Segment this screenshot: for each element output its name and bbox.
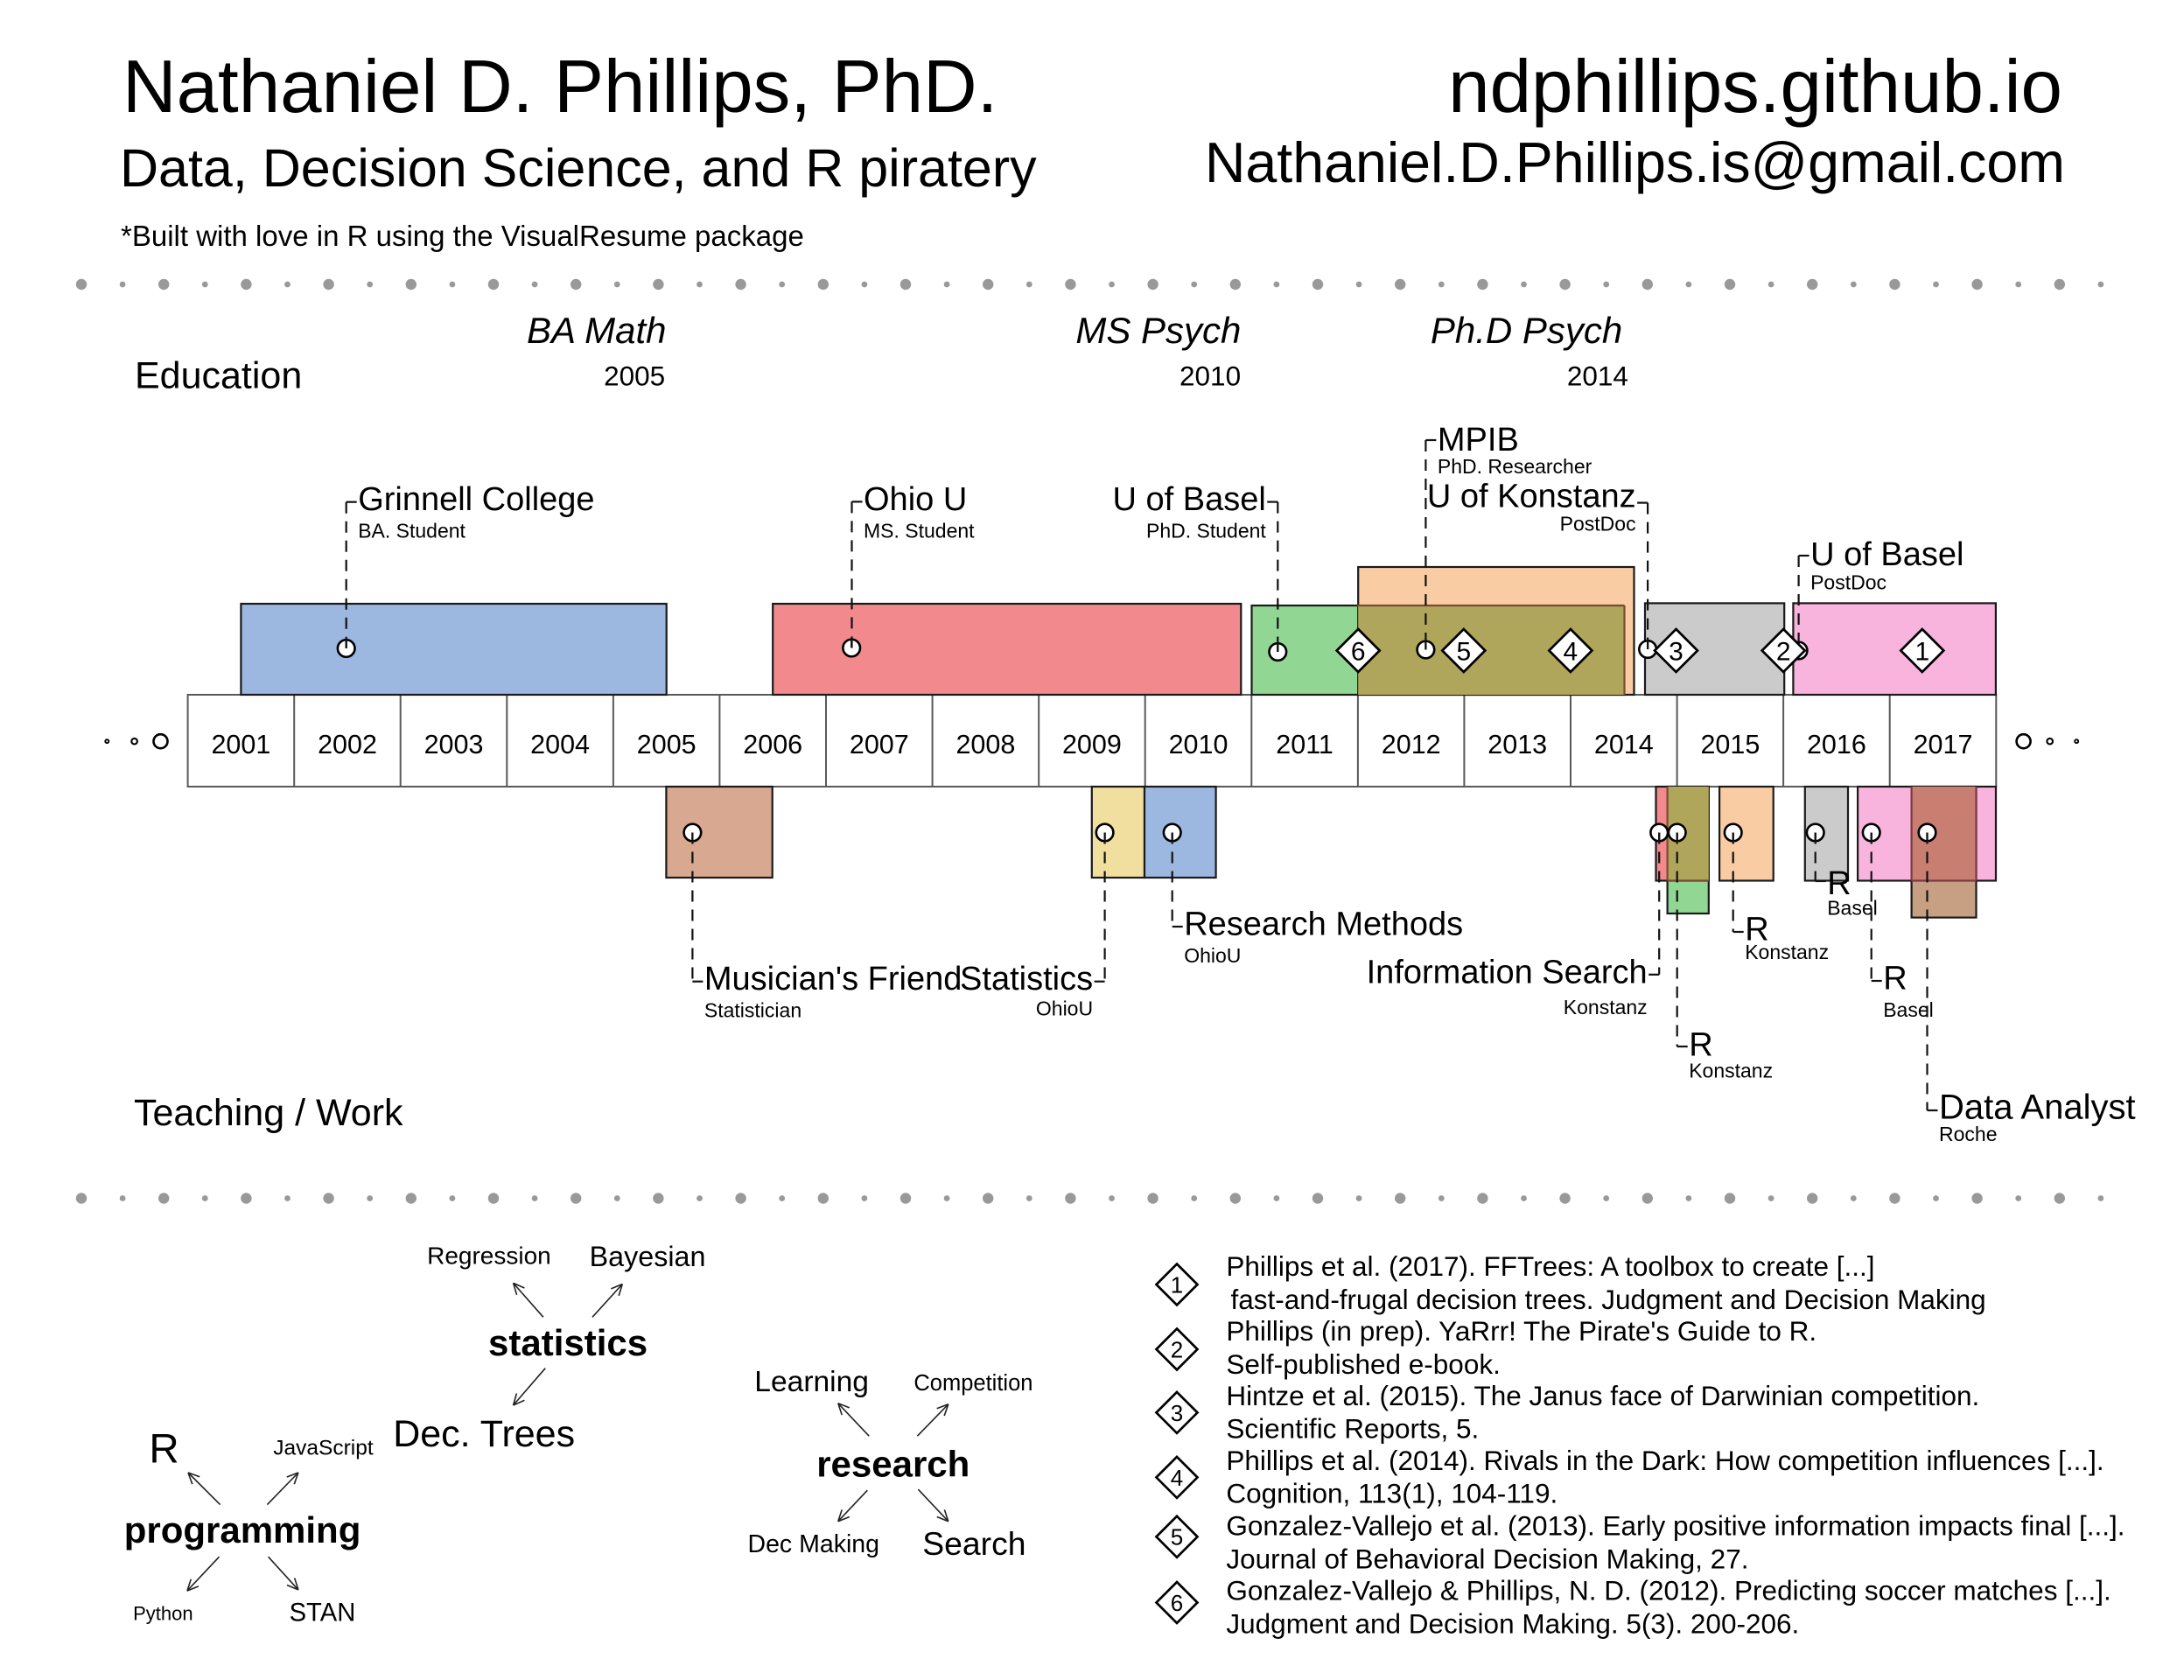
svg-text:3: 3 (1171, 1400, 1183, 1426)
svg-text:2: 2 (1171, 1336, 1183, 1362)
svg-text:MS Psych: MS Psych (1075, 310, 1241, 351)
svg-text:Grinnell College: Grinnell College (358, 481, 594, 518)
svg-text:Ohio U: Ohio U (864, 481, 967, 518)
svg-text:Ph.D Psych: Ph.D Psych (1431, 310, 1622, 351)
svg-text:5: 5 (1171, 1524, 1183, 1550)
svg-text:2011: 2011 (1276, 730, 1334, 760)
svg-text:research: research (816, 1444, 970, 1485)
svg-text:2010: 2010 (1180, 360, 1241, 392)
svg-text:Statistician: Statistician (704, 999, 802, 1022)
svg-text:Journal of Behavioral Decision: Journal of Behavioral Decision Making, 2… (1226, 1544, 1748, 1575)
svg-text:2003: 2003 (424, 730, 484, 760)
svg-text:Research Methods: Research Methods (1184, 906, 1463, 943)
svg-text:R: R (1883, 961, 1907, 998)
svg-text:Roche: Roche (1939, 1123, 1997, 1145)
svg-text:1: 1 (1914, 637, 1929, 666)
svg-text:2001: 2001 (211, 730, 270, 760)
svg-text:Self-published e-book.: Self-published e-book. (1226, 1348, 1500, 1380)
svg-text:R: R (1689, 1027, 1712, 1064)
svg-text:Konstanz: Konstanz (1564, 996, 1648, 1018)
svg-text:2014: 2014 (1594, 730, 1654, 760)
svg-text:Hintze et al. (2015). The Janu: Hintze et al. (2015). The Janus face of … (1226, 1380, 1979, 1411)
svg-text:4: 4 (1171, 1465, 1183, 1491)
svg-text:2005: 2005 (637, 730, 696, 760)
svg-text:U of Konstanz: U of Konstanz (1427, 479, 1636, 515)
svg-text:R: R (1745, 912, 1768, 948)
svg-text:BA Math: BA Math (527, 310, 667, 351)
svg-text:Dec Making: Dec Making (748, 1530, 879, 1558)
svg-text:PostDoc: PostDoc (1810, 570, 1886, 593)
svg-text:4: 4 (1564, 637, 1578, 666)
svg-text:Learning: Learning (754, 1366, 869, 1398)
svg-text:Basel: Basel (1883, 998, 1934, 1021)
svg-text:Python: Python (133, 1602, 193, 1624)
svg-text:2: 2 (1776, 637, 1791, 666)
svg-text:OhioU: OhioU (1036, 998, 1093, 1020)
svg-text:2007: 2007 (850, 730, 909, 760)
svg-text:U of Basel: U of Basel (1112, 481, 1265, 518)
svg-text:OhioU: OhioU (1184, 944, 1241, 967)
svg-text:Phillips et al. (2014). Rivals: Phillips et al. (2014). Rivals in the Da… (1226, 1445, 2104, 1476)
svg-text:ndphillips.github.io: ndphillips.github.io (1448, 46, 2062, 129)
svg-text:STAN: STAN (290, 1599, 356, 1627)
svg-text:Gonzalez-Vallejo et al. (2013): Gonzalez-Vallejo et al. (2013). Early po… (1226, 1510, 2124, 1542)
svg-text:2016: 2016 (1807, 730, 1866, 760)
svg-text:2012: 2012 (1382, 730, 1441, 760)
svg-text:Competition: Competition (914, 1371, 1032, 1396)
svg-text:R: R (1827, 865, 1851, 902)
svg-text:Konstanz: Konstanz (1745, 941, 1829, 963)
svg-text:Statistics: Statistics (960, 961, 1093, 998)
svg-text:2010: 2010 (1169, 730, 1228, 760)
svg-text:2002: 2002 (318, 730, 377, 760)
svg-text:2008: 2008 (956, 730, 1015, 760)
svg-text:2004: 2004 (530, 730, 590, 760)
svg-text:PhD. Researcher: PhD. Researcher (1438, 455, 1592, 478)
svg-text:Phillips (in prep). YaRrr! The: Phillips (in prep). YaRrr! The Pirate's … (1226, 1315, 1816, 1347)
svg-text:Teaching / Work: Teaching / Work (134, 1092, 403, 1134)
svg-text:2009: 2009 (1062, 730, 1122, 760)
svg-text:MS. Student: MS. Student (864, 519, 975, 542)
svg-text:programming: programming (124, 1509, 361, 1550)
svg-text:statistics: statistics (488, 1322, 648, 1363)
svg-text:PhD. Student: PhD. Student (1146, 520, 1266, 542)
svg-text:6: 6 (1171, 1590, 1183, 1616)
svg-text:Judgment and Decision Making.: Judgment and Decision Making. 5(3). 200-… (1226, 1608, 1799, 1640)
svg-text:2013: 2013 (1488, 730, 1547, 760)
svg-text:Scientific Reports, 5.: Scientific Reports, 5. (1226, 1412, 1479, 1444)
svg-text:Regression: Regression (427, 1242, 551, 1270)
svg-text:Data Analyst: Data Analyst (1939, 1088, 2136, 1127)
svg-text:Basel: Basel (1827, 897, 1878, 920)
svg-text:2006: 2006 (743, 730, 802, 760)
svg-text:Dec. Trees: Dec. Trees (393, 1413, 575, 1455)
svg-text:2014: 2014 (1567, 360, 1628, 392)
svg-text:Gonzalez-Vallejo & Phillips, N: Gonzalez-Vallejo & Phillips, N. D. (2012… (1226, 1575, 2110, 1606)
svg-text:PostDoc: PostDoc (1560, 513, 1636, 536)
svg-text:Phillips et al. (2017). FFTree: Phillips et al. (2017). FFTrees: A toolb… (1226, 1250, 1874, 1282)
svg-text:Search: Search (922, 1525, 1026, 1562)
svg-text:Nathaniel.D.Phillips.is@gmail.: Nathaniel.D.Phillips.is@gmail.com (1205, 131, 2065, 194)
svg-text:Information Search: Information Search (1367, 954, 1648, 990)
svg-text:2015: 2015 (1700, 730, 1760, 760)
svg-text:3: 3 (1669, 637, 1684, 666)
svg-text:JavaScript: JavaScript (273, 1436, 374, 1460)
svg-text:MPIB: MPIB (1438, 422, 1519, 458)
svg-text:R: R (149, 1426, 178, 1473)
svg-text:*Built with love in R using th: *Built with love in R using the VisualRe… (121, 220, 804, 252)
svg-text:fast-and-frugal decision trees: fast-and-frugal decision trees. Judgment… (1231, 1284, 1986, 1315)
svg-text:Data, Decision Science, and R: Data, Decision Science, and R piratery (120, 138, 1037, 198)
svg-text:6: 6 (1351, 637, 1366, 666)
svg-text:1: 1 (1171, 1271, 1183, 1298)
svg-text:Nathaniel D. Phillips, PhD.: Nathaniel D. Phillips, PhD. (122, 46, 998, 129)
svg-text:Konstanz: Konstanz (1689, 1060, 1773, 1082)
svg-text:2017: 2017 (1914, 730, 1973, 760)
svg-text:Education: Education (135, 355, 302, 397)
svg-text:U of Basel: U of Basel (1810, 536, 1964, 573)
svg-text:BA. Student: BA. Student (358, 520, 466, 542)
svg-text:Cognition, 113(1), 104-119.: Cognition, 113(1), 104-119. (1226, 1477, 1558, 1508)
svg-text:Bayesian: Bayesian (590, 1241, 706, 1272)
svg-text:5: 5 (1456, 637, 1471, 666)
svg-text:2005: 2005 (604, 360, 665, 392)
svg-text:Musician's Friend: Musician's Friend (704, 961, 962, 998)
